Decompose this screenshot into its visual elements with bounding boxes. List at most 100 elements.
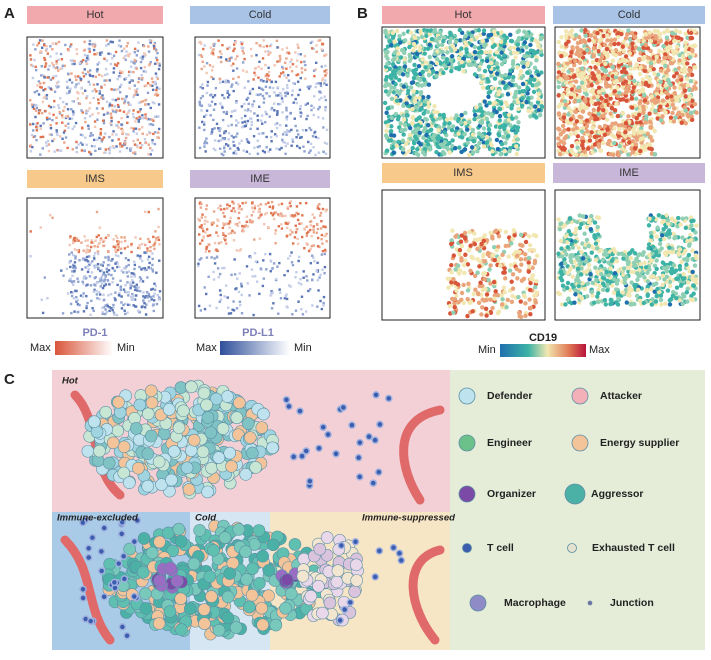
spot [256,119,260,122]
spot [507,268,513,273]
spot [107,258,110,262]
spot [144,103,147,106]
spot [66,86,69,90]
spot [491,244,497,250]
spot [279,212,283,215]
spot [60,114,64,117]
spot [309,149,312,152]
spot [316,236,320,240]
spot [111,108,114,112]
spot [593,65,598,70]
spot [316,245,320,248]
spot [129,60,133,63]
spot [232,109,236,113]
spot [246,119,250,123]
spot [230,56,233,59]
spot [41,135,45,139]
spot [123,239,127,243]
spot [636,46,642,52]
spot [307,249,311,253]
spot [40,46,44,49]
spot [313,95,316,98]
spot [227,131,231,135]
spot [218,129,221,133]
spot [203,307,207,311]
spot [456,56,462,61]
spot [75,146,78,149]
spot [245,215,249,218]
spot [435,57,440,62]
spot [490,37,495,42]
spot [676,110,682,115]
spot [253,275,257,278]
spot [132,294,135,297]
spot [109,146,112,149]
spot [500,80,506,85]
spot [252,313,255,317]
spot [520,81,526,87]
spot [579,129,585,134]
spot [304,77,307,80]
spot [638,130,643,135]
spot [487,89,493,94]
spot [598,148,604,153]
spot [237,75,240,79]
spot [215,224,219,228]
spot [316,269,320,272]
spot [39,124,42,128]
spot [124,257,128,260]
spot [532,293,537,298]
spot [411,68,416,74]
spot [70,311,73,315]
spot [655,72,661,77]
spot [442,121,447,126]
spot [152,299,156,302]
spot [574,140,580,146]
spot [222,222,225,225]
spot [632,146,638,151]
spot [116,262,119,265]
spot [318,105,321,109]
spot [648,135,653,140]
spot [70,280,73,283]
spot [638,148,643,154]
spot [647,142,652,147]
spot [488,310,494,315]
spot [286,129,289,132]
spot [590,59,596,65]
spot [323,252,326,256]
spot [125,112,128,116]
spot [155,94,159,97]
spot [143,84,147,88]
spot [50,61,54,65]
spot [618,97,623,102]
spot [262,45,265,49]
spot [143,66,147,69]
spot [248,255,251,258]
spot [205,247,208,251]
spot [198,146,202,150]
spot [140,242,144,246]
spot [403,141,409,147]
spot [312,47,315,51]
spot [210,52,213,55]
spot [75,150,79,154]
spot [427,146,432,151]
spot [224,81,228,84]
spot [476,131,482,136]
spot [417,44,423,50]
spot [235,67,239,70]
spot [407,125,413,131]
spot [267,53,270,56]
spot [256,145,260,149]
spot [320,65,324,68]
spot [225,222,229,226]
spot [86,54,89,58]
spot [271,86,275,90]
spot [122,271,125,274]
spot [427,42,432,47]
spot [102,240,105,244]
spot [502,53,507,58]
spot [401,113,406,118]
spot [592,95,597,100]
